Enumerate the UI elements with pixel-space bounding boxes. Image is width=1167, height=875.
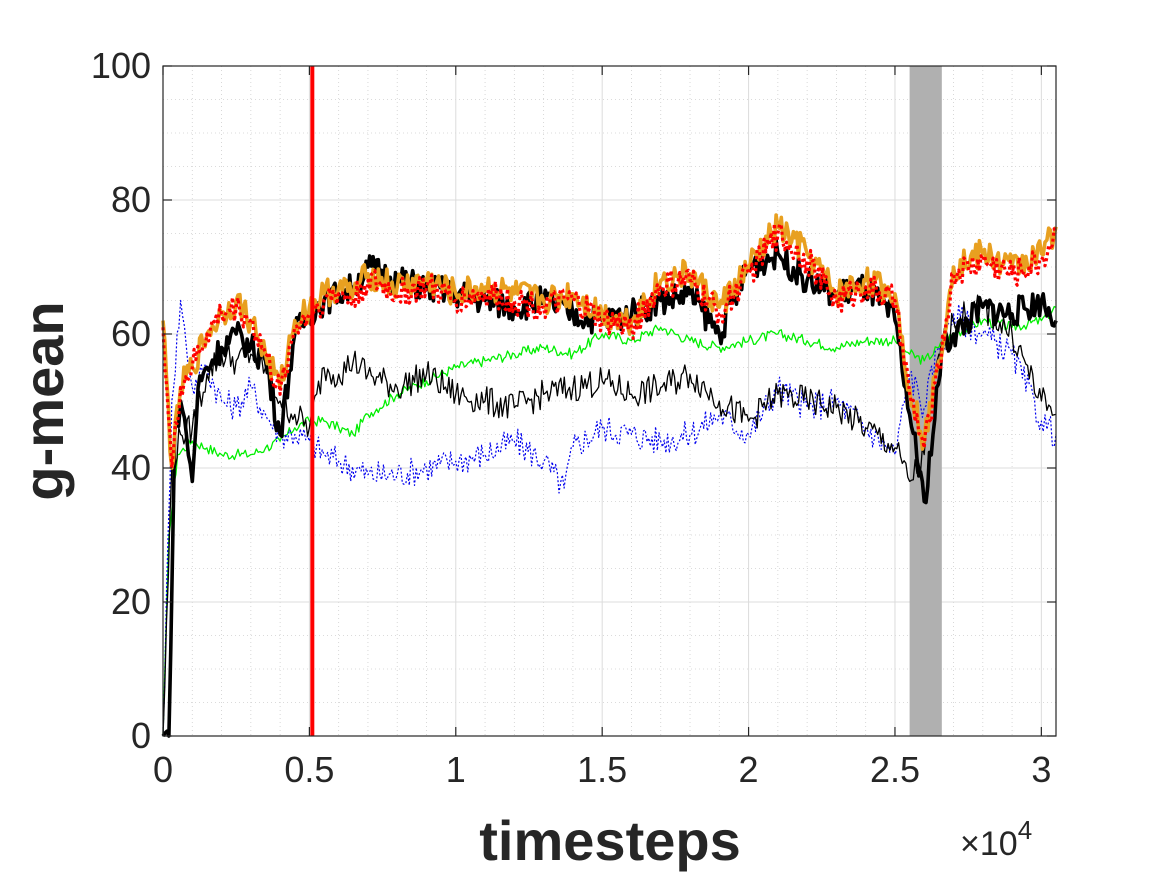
x-tick-label: 0 — [153, 749, 173, 790]
series-line-2 — [162, 294, 1057, 737]
plot-frame — [162, 65, 1057, 737]
y-tick-label: 60 — [111, 313, 151, 354]
y-tick-label: 0 — [131, 715, 151, 756]
x-tick-label: 2.5 — [870, 749, 920, 790]
y-tick-label: 20 — [111, 581, 151, 622]
y-axis-title: g-mean — [12, 301, 75, 500]
axis-ticks — [162, 65, 1056, 737]
y-tick-label: 100 — [91, 45, 151, 86]
x-tick-labels: 0 0.5 1 1.5 2 2.5 3 — [153, 749, 1051, 790]
series-line-0 — [162, 305, 1057, 737]
y-tick-label: 40 — [111, 447, 151, 488]
x-tick-label: 1 — [446, 749, 466, 790]
x-tick-label: 0.5 — [284, 749, 334, 790]
series-line-5 — [161, 222, 1058, 470]
series-line-1 — [162, 299, 1057, 737]
x-exponent-power: 4 — [1018, 815, 1032, 845]
x-tick-label: 1.5 — [577, 749, 627, 790]
x-tick-label: 2 — [739, 749, 759, 790]
x-axis-title: timesteps — [479, 809, 740, 872]
x-axis-exponent: ×104 — [960, 815, 1032, 863]
x-exponent-base: ×10 — [960, 825, 1018, 863]
series-layer — [161, 66, 1058, 738]
x-tick-label: 3 — [1031, 749, 1051, 790]
y-tick-labels: 0 20 40 60 80 100 — [91, 45, 151, 756]
y-tick-label: 80 — [111, 179, 151, 220]
